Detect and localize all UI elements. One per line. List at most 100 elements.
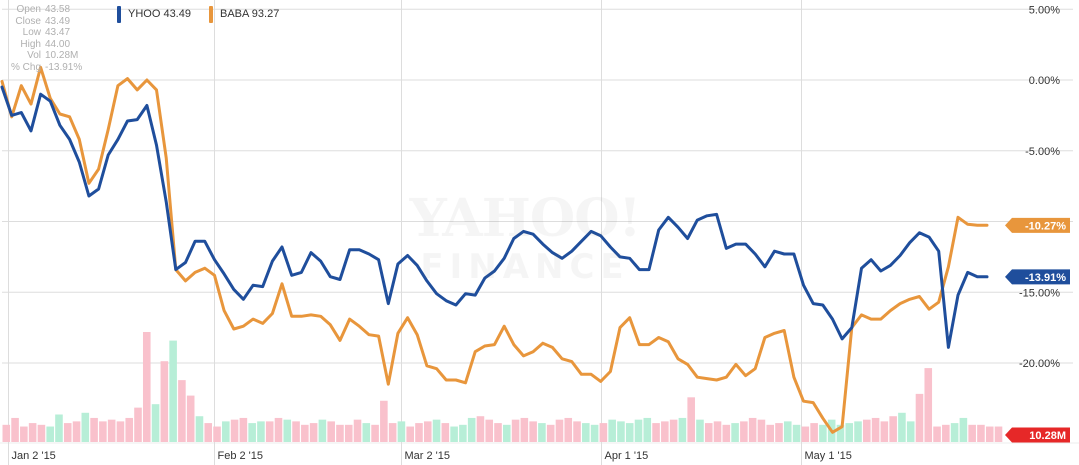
- volume-bar: [836, 424, 845, 442]
- volume-bar: [503, 424, 511, 442]
- volume-bar: [178, 380, 186, 442]
- volume-bar: [871, 417, 880, 442]
- volume-bar: [924, 368, 933, 442]
- volume-bar: [142, 332, 151, 442]
- volume-bar: [485, 419, 494, 442]
- volume-bar: [186, 395, 195, 442]
- volume-bar: [204, 423, 213, 442]
- stat-value: -13.91%: [45, 61, 83, 73]
- volume-bar: [704, 423, 713, 442]
- volume-bar: [985, 426, 994, 442]
- volume-bar: [450, 426, 458, 442]
- legend-item-yhoo[interactable]: YHOO 43.49: [117, 3, 191, 25]
- volume-bar: [63, 423, 72, 442]
- y-tick-label: -15.00%: [1019, 287, 1060, 299]
- volume-bar: [582, 423, 590, 442]
- volume-bar: [222, 421, 230, 442]
- y-tick-label: -5.00%: [1025, 146, 1060, 158]
- volume-bar: [775, 423, 783, 442]
- volume-bar: [309, 423, 318, 442]
- x-tick-label: Apr 1 '15: [605, 450, 649, 462]
- series-line-baba: [0, 65, 989, 434]
- volume-bar: [555, 419, 564, 442]
- volume-bar: [301, 424, 309, 442]
- volume-bar: [819, 424, 827, 442]
- volume-bar: [467, 417, 476, 442]
- x-tick-label: May 1 '15: [805, 450, 852, 462]
- volume-bar: [46, 426, 54, 442]
- volume-bar: [257, 421, 265, 442]
- volume-bar: [977, 424, 985, 442]
- yahoo-finance-watermark: YAHOO! FINANCE: [405, 188, 645, 287]
- stat-label: % Chg: [10, 61, 41, 73]
- volume-bar: [380, 400, 388, 442]
- volume-bar: [327, 421, 335, 442]
- volume-bar: [538, 423, 546, 442]
- volume-bar: [283, 419, 292, 442]
- volume-bar: [459, 424, 467, 442]
- legend-item-baba[interactable]: BABA 93.27: [209, 3, 279, 25]
- volume-bar: [810, 423, 818, 442]
- x-tick-label: Mar 2 '15: [405, 450, 451, 462]
- volume-bar: [661, 421, 669, 442]
- volume-bar: [801, 426, 810, 442]
- stat-value: 43.58: [45, 4, 71, 15]
- volume-bar: [546, 424, 555, 442]
- volume-bars: [2, 332, 1003, 442]
- volume-bar: [863, 419, 871, 442]
- volume-bar: [687, 397, 695, 442]
- ohlc-stats-panel: Open 43.58 Close 43.49 Low 43.47 High 44.00 …: [0, 4, 110, 74]
- x-tick-label: Jan 2 '15: [12, 450, 56, 462]
- volume-bar: [230, 419, 239, 442]
- volume-bar: [476, 416, 485, 442]
- volume-bar: [292, 421, 300, 442]
- volume-bar: [590, 424, 599, 442]
- stat-low: Low 43.47: [0, 27, 110, 39]
- volume-bar: [2, 424, 11, 442]
- volume-bar: [889, 416, 897, 442]
- volume-bar: [28, 423, 37, 442]
- volume-bar: [248, 423, 256, 442]
- stat-label: Open: [16, 4, 41, 15]
- volume-bar: [845, 423, 854, 442]
- volume-bar: [740, 421, 748, 442]
- volume-bar: [722, 424, 731, 442]
- watermark-line-1: YAHOO!: [409, 188, 642, 249]
- yhoo-last-value-tag: [1005, 269, 1070, 285]
- volume-bar: [696, 419, 704, 442]
- volume-bar: [599, 423, 608, 442]
- watermark-line-2: FINANCE: [420, 247, 630, 287]
- volume-bar: [318, 419, 327, 442]
- volume-bar: [643, 417, 652, 442]
- volume-bar: [520, 417, 529, 442]
- volume-bar: [959, 417, 968, 442]
- volume-bar: [213, 426, 221, 442]
- baba-last-value-tag-label: -10.27%: [1025, 220, 1066, 232]
- volume-bar: [678, 417, 687, 442]
- volume-bar: [713, 421, 722, 442]
- volume-bar: [854, 421, 862, 442]
- volume-bar: [652, 423, 660, 442]
- volume-bar: [195, 416, 204, 442]
- volume-bar: [511, 419, 520, 442]
- stat-label: High: [20, 38, 41, 50]
- volume-bar: [994, 426, 1003, 442]
- volume-bar: [432, 419, 441, 442]
- volume-bar: [160, 361, 169, 442]
- volume-bar: [20, 426, 28, 442]
- volume-bar: [116, 421, 125, 442]
- volume-bar: [353, 419, 362, 442]
- volume-bar: [336, 424, 344, 442]
- stat-volume: Vol 10.28M: [0, 50, 110, 62]
- legend-swatch-yhoo: [117, 5, 121, 23]
- y-tick-label: 5.00%: [1029, 4, 1060, 16]
- stat-value: 44.00: [45, 38, 71, 50]
- volume-bar: [90, 417, 98, 442]
- y-tick-label: 0.00%: [1029, 75, 1060, 87]
- volume-bar: [915, 393, 924, 442]
- volume-bar: [634, 419, 643, 442]
- volume-bar: [731, 423, 739, 442]
- volume-bar: [564, 417, 573, 442]
